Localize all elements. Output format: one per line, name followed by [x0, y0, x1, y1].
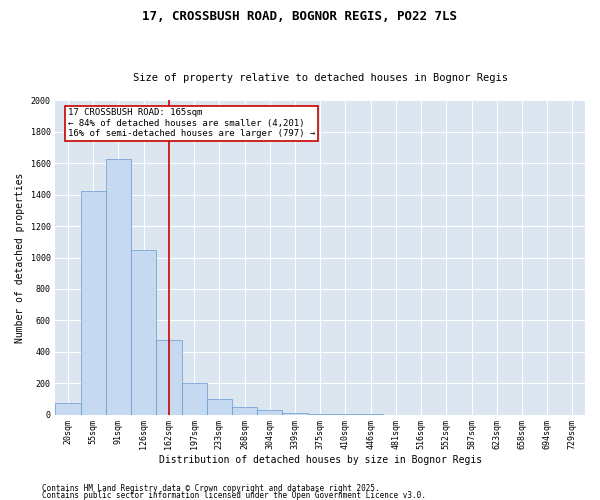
Bar	[232, 406, 257, 414]
Bar	[283, 413, 308, 414]
Bar	[207, 399, 232, 414]
Title: Size of property relative to detached houses in Bognor Regis: Size of property relative to detached ho…	[133, 73, 508, 83]
Bar	[257, 410, 283, 414]
Bar	[182, 383, 207, 414]
Text: 17, CROSSBUSH ROAD, BOGNOR REGIS, PO22 7LS: 17, CROSSBUSH ROAD, BOGNOR REGIS, PO22 7…	[143, 10, 458, 23]
X-axis label: Distribution of detached houses by size in Bognor Regis: Distribution of detached houses by size …	[158, 455, 482, 465]
Bar	[156, 340, 182, 414]
Bar	[106, 160, 131, 414]
Bar	[55, 403, 80, 414]
Text: 17 CROSSBUSH ROAD: 165sqm
← 84% of detached houses are smaller (4,201)
16% of se: 17 CROSSBUSH ROAD: 165sqm ← 84% of detac…	[68, 108, 315, 138]
Text: Contains HM Land Registry data © Crown copyright and database right 2025.: Contains HM Land Registry data © Crown c…	[42, 484, 380, 493]
Bar	[80, 191, 106, 414]
Text: Contains public sector information licensed under the Open Government Licence v3: Contains public sector information licen…	[42, 490, 426, 500]
Bar	[131, 250, 156, 414]
Y-axis label: Number of detached properties: Number of detached properties	[15, 172, 25, 342]
